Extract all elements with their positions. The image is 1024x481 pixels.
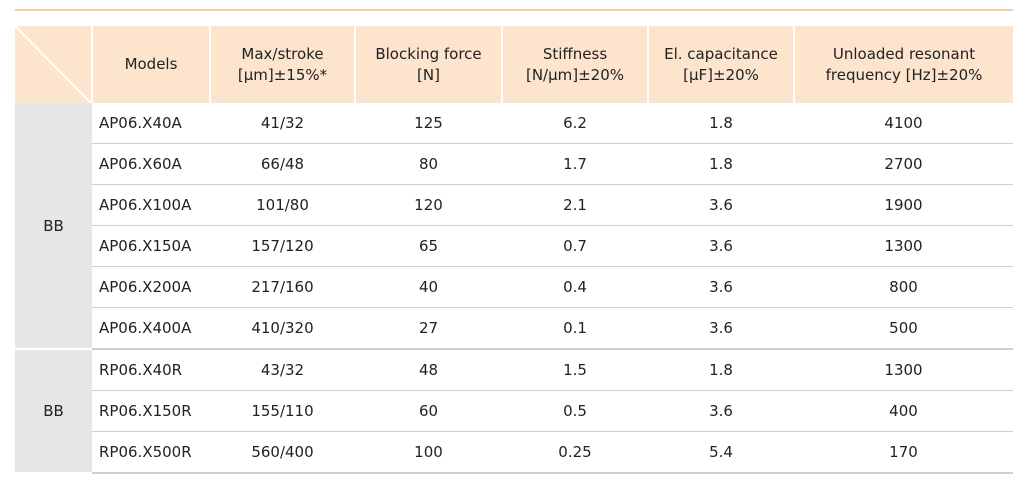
stroke-cell: 157/120 [210, 225, 355, 267]
group-label: BB [15, 103, 92, 350]
table-row: BB RP06.X40R 43/32 48 1.5 1.8 1300 [15, 349, 1013, 474]
spec-table: Models Max/stroke [μm]±15%* Blocking forc… [15, 26, 1013, 474]
force-cell: 40 [355, 266, 502, 308]
diagonal-divider-icon [15, 26, 91, 103]
header-models: Models [92, 26, 211, 103]
stroke-cell: 101/80 [210, 184, 355, 226]
capacitance-cell: 1.8 [648, 103, 794, 144]
stiffness-cell: 1.7 [502, 143, 648, 185]
force-cell: 80 [355, 143, 502, 185]
frequency-cell: 2700 [794, 143, 1013, 185]
force-cell: 100 [355, 431, 502, 474]
table-row: BB AP06.X40A 41/32 125 6.2 1.8 4100 [15, 103, 1013, 350]
stroke-cell: 155/110 [210, 390, 355, 432]
stiffness-cell: 2.1 [502, 184, 648, 226]
frequency-cell: 170 [794, 431, 1013, 474]
header-capacitance: El. capacitance [μF]±20% [648, 26, 795, 103]
spec-body: BB AP06.X40A 41/32 125 6.2 1.8 4100 AP06.X60A 66… [15, 103, 1013, 474]
stiffness-cell: 0.25 [502, 431, 648, 474]
stiffness-cell: 0.1 [502, 307, 648, 350]
frequency-cell: 4100 [794, 103, 1013, 144]
model-cell: AP06.X200A [92, 266, 210, 308]
header-row: Models Max/stroke [μm]±15%* Blocking forc… [15, 26, 1013, 103]
capacitance-cell: 3.6 [648, 266, 794, 308]
header-max-stroke: Max/stroke [μm]±15%* [210, 26, 356, 103]
stiffness-cell: 1.5 [502, 349, 648, 391]
frequency-cell: 1900 [794, 184, 1013, 226]
stroke-cell: 560/400 [210, 431, 355, 474]
header-blocking-force: Blocking force [N] [355, 26, 503, 103]
capacitance-cell: 5.4 [648, 431, 794, 474]
header-stiffness: Stiffness [N/μm]±20% [502, 26, 649, 103]
table-row: RP06.X500R 560/400 100 0.25 5.4 170 [15, 431, 1013, 474]
force-cell: 60 [355, 390, 502, 432]
frequency-cell: 800 [794, 266, 1013, 308]
model-cell: AP06.X40A [92, 103, 210, 144]
model-cell: RP06.X40R [92, 349, 210, 391]
corner-cell [15, 26, 93, 103]
stiffness-cell: 0.5 [502, 390, 648, 432]
stiffness-cell: 6.2 [502, 103, 648, 144]
top-rule [15, 9, 1013, 11]
frequency-cell: 1300 [794, 225, 1013, 267]
force-cell: 48 [355, 349, 502, 391]
capacitance-cell: 3.6 [648, 225, 794, 267]
frequency-cell: 500 [794, 307, 1013, 350]
capacitance-cell: 3.6 [648, 390, 794, 432]
frequency-cell: 400 [794, 390, 1013, 432]
model-cell: AP06.X150A [92, 225, 210, 267]
model-cell: RP06.X500R [92, 431, 210, 474]
force-cell: 120 [355, 184, 502, 226]
frequency-cell: 1300 [794, 349, 1013, 391]
model-cell: AP06.X100A [92, 184, 210, 226]
stiffness-cell: 0.4 [502, 266, 648, 308]
group-label: BB [15, 349, 92, 474]
table-row: RP06.X150R 155/110 60 0.5 3.6 400 [15, 390, 1013, 432]
table-row: AP06.X100A 101/80 120 2.1 3.6 1900 [15, 184, 1013, 226]
model-cell: AP06.X400A [92, 307, 210, 350]
force-cell: 65 [355, 225, 502, 267]
capacitance-cell: 1.8 [648, 349, 794, 391]
table-row: AP06.X60A 66/48 80 1.7 1.8 2700 [15, 143, 1013, 185]
table-row: AP06.X150A 157/120 65 0.7 3.6 1300 [15, 225, 1013, 267]
capacitance-cell: 1.8 [648, 143, 794, 185]
model-cell: AP06.X60A [92, 143, 210, 185]
table-row: AP06.X400A 410/320 27 0.1 3.6 500 [15, 307, 1013, 350]
stroke-cell: 43/32 [210, 349, 355, 391]
stroke-cell: 41/32 [210, 103, 355, 144]
model-cell: RP06.X150R [92, 390, 210, 432]
header-resonant-frequency: Unloaded resonant frequency [Hz]±20% [794, 26, 1013, 103]
table-row: AP06.X200A 217/160 40 0.4 3.6 800 [15, 266, 1013, 308]
capacitance-cell: 3.6 [648, 184, 794, 226]
stroke-cell: 217/160 [210, 266, 355, 308]
force-cell: 125 [355, 103, 502, 144]
stroke-cell: 410/320 [210, 307, 355, 350]
stiffness-cell: 0.7 [502, 225, 648, 267]
force-cell: 27 [355, 307, 502, 350]
stroke-cell: 66/48 [210, 143, 355, 185]
capacitance-cell: 3.6 [648, 307, 794, 350]
